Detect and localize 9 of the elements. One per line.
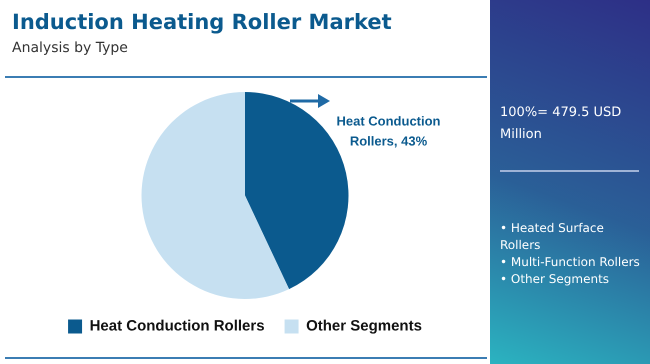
legend-label: Other Segments: [306, 318, 422, 335]
text: • Multi-Function Rollers: [500, 254, 641, 271]
chart-subtitle: Analysis by Type: [12, 40, 128, 56]
text: • Other Segments: [500, 271, 610, 288]
chart-title: Induction Heating Roller Market: [12, 10, 392, 34]
legend-label: Heat Conduction Rollers: [90, 318, 265, 335]
text: 100%= 479.5 USD Million: [500, 104, 622, 144]
data-label: Heat Conduction Rollers, 43%: [336, 114, 441, 149]
text: • Heated Surface Rollers: [500, 220, 605, 254]
